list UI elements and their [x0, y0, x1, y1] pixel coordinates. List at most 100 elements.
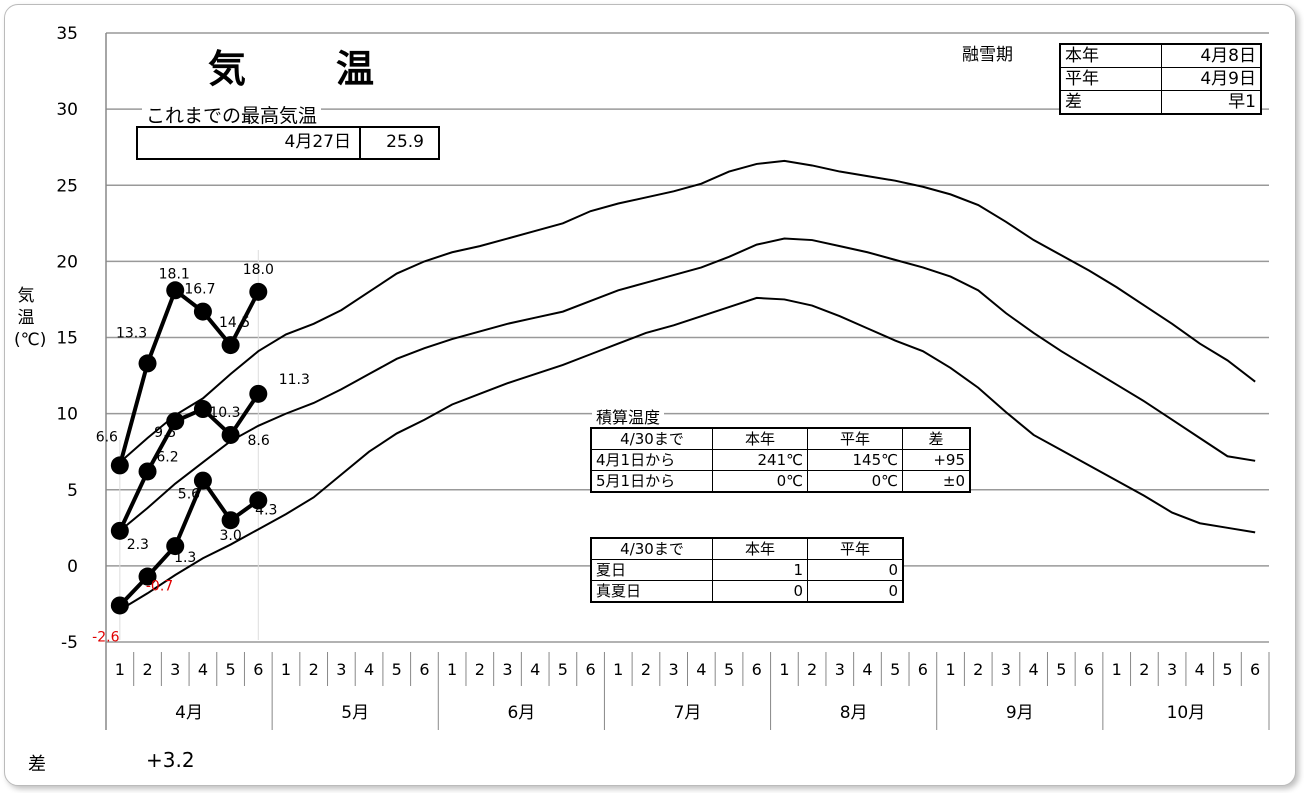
- category-label: 2: [973, 660, 983, 679]
- category-label: 5: [226, 660, 236, 679]
- table-row: 本年 4月8日: [1059, 43, 1262, 68]
- data-point: [221, 425, 240, 444]
- data-label: 2.3: [127, 537, 149, 553]
- data-point: [110, 456, 129, 475]
- category-label: 5: [392, 660, 402, 679]
- category-label: 5: [1222, 660, 1232, 679]
- chart-title: 気 温: [208, 47, 401, 91]
- data-point: [193, 400, 212, 419]
- table-row: 4月1日から 241℃ 145℃ +95: [590, 449, 971, 471]
- y-axis-label: 気温(℃): [14, 286, 47, 350]
- max-temp-title: これまでの最高気温: [142, 101, 322, 128]
- snowmelt-row-label: 本年: [1059, 43, 1162, 68]
- category-label: 4: [862, 660, 872, 679]
- category-label: 2: [142, 660, 152, 679]
- data-point: [110, 596, 129, 615]
- y-tick-label: 10: [56, 405, 78, 425]
- normal-temperature-line: [119, 237, 1256, 532]
- category-label: 5: [724, 660, 734, 679]
- max-temp-box: 4月27日 25.9: [136, 126, 440, 160]
- data-label: 6.2: [156, 449, 178, 465]
- data-point: [249, 282, 268, 301]
- category-label: 4: [1195, 660, 1205, 679]
- table-header: 本年: [712, 537, 808, 560]
- table-cell: 1: [712, 559, 808, 581]
- table-row: 5月1日から 0℃ 0℃ ±0: [590, 470, 971, 493]
- table-header: 平年: [807, 537, 904, 560]
- y-tick-label: 30: [56, 100, 78, 120]
- category-label: 6: [419, 660, 429, 679]
- table-cell: +95: [902, 449, 971, 471]
- category-label: 5: [1056, 660, 1066, 679]
- table-cell: ±0: [902, 470, 971, 493]
- category-label: 1: [115, 660, 125, 679]
- category-label: 6: [918, 660, 928, 679]
- category-label: 1: [1112, 660, 1122, 679]
- category-label: 4: [696, 660, 706, 679]
- table-cell: 0℃: [712, 470, 808, 493]
- table-cell: 0: [807, 580, 904, 603]
- table-cell: 0: [712, 580, 808, 603]
- category-label: 5: [558, 660, 568, 679]
- table-cell: 145℃: [807, 449, 903, 471]
- category-label: 3: [1167, 660, 1177, 679]
- category-label: 1: [945, 660, 955, 679]
- y-tick-label: 15: [56, 329, 78, 349]
- observed-temperature-line: [117, 287, 261, 466]
- category-label: 3: [835, 660, 845, 679]
- table-cell: 0: [807, 559, 904, 581]
- data-point: [138, 567, 157, 586]
- category-label: 1: [447, 660, 457, 679]
- category-label: 1: [779, 660, 789, 679]
- y-tick-label: 5: [67, 481, 78, 501]
- data-point: [138, 354, 157, 373]
- data-label: 3.0: [219, 528, 241, 544]
- category-label: 2: [807, 660, 817, 679]
- category-label: 4: [198, 660, 208, 679]
- table-cell: 真夏日: [590, 580, 713, 603]
- table-row: 夏日 1 0: [590, 559, 904, 581]
- snowmelt-row-value: 4月9日: [1161, 67, 1262, 91]
- table-header: 差: [902, 427, 971, 450]
- category-label: 3: [502, 660, 512, 679]
- data-point: [221, 336, 240, 355]
- category-label: 4: [1029, 660, 1039, 679]
- summer-days-table: 4/30まで 本年 平年 夏日 1 0 真夏日 0 0: [590, 537, 904, 603]
- category-label: 2: [1139, 660, 1149, 679]
- category-label: 6: [1250, 660, 1260, 679]
- category-label: 3: [669, 660, 679, 679]
- table-header: 本年: [712, 427, 808, 450]
- month-label: 5月: [341, 703, 369, 723]
- accumulated-table: 4/30まで 本年 平年 差 4月1日から 241℃ 145℃ +95 5月1日…: [590, 427, 971, 493]
- data-point: [249, 491, 268, 510]
- data-label: 8.6: [247, 433, 269, 449]
- table-row: 平年 4月9日: [1059, 67, 1262, 91]
- data-point: [166, 412, 185, 431]
- data-label: 6.6: [96, 429, 118, 445]
- table-row: 4/30まで 本年 平年 差: [590, 427, 971, 450]
- month-label: 6月: [507, 703, 535, 723]
- month-label: 8月: [840, 703, 868, 723]
- y-tick-label: 0: [67, 557, 78, 577]
- table-header: 4/30まで: [590, 537, 713, 560]
- table-row: 4/30まで 本年 平年: [590, 537, 904, 560]
- category-label: 3: [336, 660, 346, 679]
- data-point: [249, 384, 268, 403]
- table-header: 4/30まで: [590, 427, 713, 450]
- data-label: 5.6: [178, 487, 200, 503]
- data-label: 10.3: [209, 405, 240, 421]
- max-temp-value: 25.9: [386, 132, 424, 152]
- category-label: 6: [585, 660, 595, 679]
- data-label: 14.5: [219, 315, 250, 331]
- category-label: 6: [1084, 660, 1094, 679]
- table-cell: 夏日: [590, 559, 713, 581]
- data-label: 9.5: [154, 425, 176, 441]
- month-label: 4月: [175, 703, 203, 723]
- category-label: 4: [364, 660, 374, 679]
- normal-temperature-line: [119, 159, 1256, 464]
- accumulated-title: 積算温度: [592, 404, 665, 428]
- snowmelt-row-label: 平年: [1059, 67, 1162, 91]
- diff-value: +3.2: [146, 748, 195, 772]
- category-label: 1: [613, 660, 623, 679]
- category-label: 2: [309, 660, 319, 679]
